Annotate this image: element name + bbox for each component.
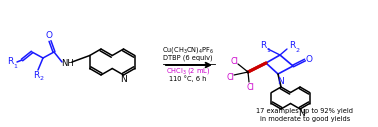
Text: 1: 1 bbox=[13, 64, 17, 68]
Text: Cl: Cl bbox=[226, 73, 234, 82]
Text: N: N bbox=[120, 75, 127, 84]
Text: O: O bbox=[45, 30, 53, 39]
Text: R: R bbox=[33, 70, 39, 80]
Text: 110 °C, 6 h: 110 °C, 6 h bbox=[169, 76, 207, 82]
Text: 2: 2 bbox=[295, 47, 299, 52]
Text: DTBP (6 equiv): DTBP (6 equiv) bbox=[163, 55, 213, 61]
Text: O: O bbox=[305, 54, 313, 64]
Text: R: R bbox=[289, 42, 295, 51]
Text: 2: 2 bbox=[39, 76, 43, 82]
Text: CHCl$_3$ (2 mL): CHCl$_3$ (2 mL) bbox=[166, 66, 210, 76]
Text: 1: 1 bbox=[266, 47, 270, 52]
Text: R: R bbox=[7, 58, 13, 67]
Text: N: N bbox=[298, 109, 304, 118]
Text: R: R bbox=[260, 42, 266, 51]
Text: Cu(CH$_3$CN)$_4$PF$_6$: Cu(CH$_3$CN)$_4$PF$_6$ bbox=[162, 45, 214, 55]
Text: 17 examples up to 92% yield: 17 examples up to 92% yield bbox=[257, 108, 353, 114]
Text: Cl: Cl bbox=[230, 58, 238, 67]
Text: Cl: Cl bbox=[246, 83, 254, 92]
Text: N: N bbox=[277, 76, 284, 85]
Text: NH: NH bbox=[60, 59, 73, 67]
Text: in moderate to good yields: in moderate to good yields bbox=[260, 116, 350, 122]
